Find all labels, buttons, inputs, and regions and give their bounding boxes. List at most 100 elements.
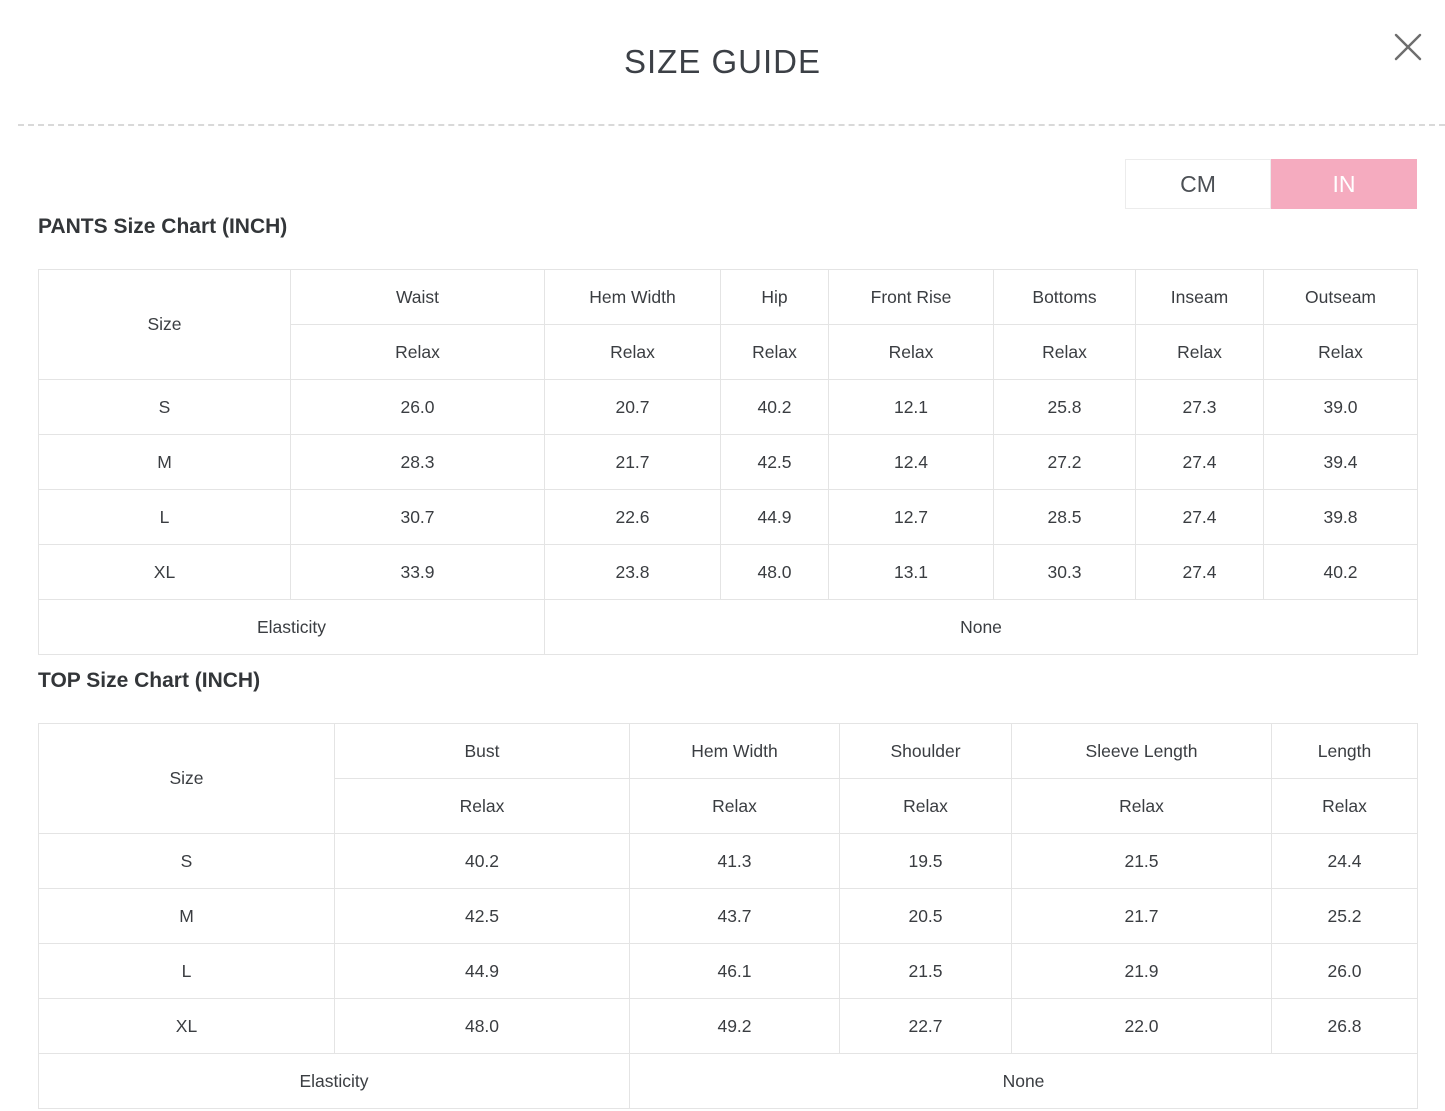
- close-icon: [1390, 29, 1426, 68]
- table-cell: 42.5: [334, 888, 630, 944]
- pants-fit-cell: Relax: [1135, 324, 1264, 380]
- unit-toggle-row: CM IN: [0, 159, 1445, 209]
- table-cell: 25.8: [993, 379, 1136, 435]
- size-label-cell: L: [38, 943, 335, 999]
- table-cell: 26.0: [290, 379, 545, 435]
- table-cell: 30.3: [993, 544, 1136, 600]
- table-cell: 22.0: [1011, 998, 1272, 1054]
- table-cell: 27.3: [1135, 379, 1264, 435]
- table-cell: 48.0: [720, 544, 829, 600]
- pants-fit-cell: Relax: [290, 324, 545, 380]
- table-cell: 33.9: [290, 544, 545, 600]
- elasticity-row: Elasticity None: [38, 599, 1418, 655]
- size-label-cell: XL: [38, 998, 335, 1054]
- table-cell: 41.3: [629, 833, 840, 889]
- modal-header: SIZE GUIDE: [0, 0, 1445, 124]
- table-row: M 42.5 43.7 20.5 21.7 25.2: [38, 888, 1418, 944]
- table-cell: 40.2: [334, 833, 630, 889]
- elasticity-value-cell: None: [629, 1053, 1418, 1109]
- table-cell: 24.4: [1271, 833, 1418, 889]
- table-cell: 49.2: [629, 998, 840, 1054]
- table-cell: 28.5: [993, 489, 1136, 545]
- unit-toggle: CM IN: [1125, 159, 1417, 209]
- table-row: XL 33.9 23.8 48.0 13.1 30.3 27.4 40.2: [38, 544, 1418, 600]
- size-label-cell: XL: [38, 544, 291, 600]
- top-fit-cell: Relax: [334, 778, 630, 834]
- table-row: XL 48.0 49.2 22.7 22.0 26.8: [38, 998, 1418, 1054]
- top-fit-cell: Relax: [839, 778, 1012, 834]
- size-label-cell: M: [38, 888, 335, 944]
- table-cell: 12.7: [828, 489, 994, 545]
- table-row: L 30.7 22.6 44.9 12.7 28.5 27.4 39.8: [38, 489, 1418, 545]
- table-cell: 23.8: [544, 544, 721, 600]
- table-cell: 43.7: [629, 888, 840, 944]
- pants-header-row: Size Waist Hem Width Hip Front Rise Bott…: [38, 269, 1418, 380]
- pants-column-header-hem-width: Hem Width: [544, 269, 721, 325]
- table-cell: 21.5: [839, 943, 1012, 999]
- elasticity-label-cell: Elasticity: [38, 1053, 630, 1109]
- table-cell: 27.4: [1135, 489, 1264, 545]
- pants-fit-cell: Relax: [993, 324, 1136, 380]
- pants-column-header-outseam: Outseam: [1263, 269, 1418, 325]
- top-column-header-shoulder: Shoulder: [839, 723, 1012, 779]
- table-cell: 13.1: [828, 544, 994, 600]
- table-row: S 26.0 20.7 40.2 12.1 25.8 27.3 39.0: [38, 379, 1418, 435]
- table-cell: 44.9: [720, 489, 829, 545]
- table-row: M 28.3 21.7 42.5 12.4 27.2 27.4 39.4: [38, 434, 1418, 490]
- pants-fit-cell: Relax: [1263, 324, 1418, 380]
- pants-size-table: Size Waist Hem Width Hip Front Rise Bott…: [38, 269, 1418, 655]
- table-cell: 39.0: [1263, 379, 1418, 435]
- table-cell: 48.0: [334, 998, 630, 1054]
- table-cell: 21.5: [1011, 833, 1272, 889]
- table-cell: 27.2: [993, 434, 1136, 490]
- table-cell: 20.7: [544, 379, 721, 435]
- table-cell: 27.4: [1135, 544, 1264, 600]
- pants-fit-row: Relax Relax Relax Relax Relax Relax Rela…: [39, 324, 1418, 380]
- size-label-cell: M: [38, 434, 291, 490]
- elasticity-label-cell: Elasticity: [38, 599, 545, 655]
- pants-fit-cell: Relax: [544, 324, 721, 380]
- table-row: L 44.9 46.1 21.5 21.9 26.0: [38, 943, 1418, 999]
- pants-fit-cell: Relax: [720, 324, 829, 380]
- table-cell: 46.1: [629, 943, 840, 999]
- header-divider: [18, 124, 1445, 126]
- pants-column-header-waist: Waist: [290, 269, 545, 325]
- pants-column-header-front-rise: Front Rise: [828, 269, 994, 325]
- table-cell: 25.2: [1271, 888, 1418, 944]
- top-fit-cell: Relax: [1271, 778, 1418, 834]
- table-cell: 30.7: [290, 489, 545, 545]
- pants-chart-heading: PANTS Size Chart (INCH): [38, 215, 288, 238]
- table-cell: 26.0: [1271, 943, 1418, 999]
- table-cell: 44.9: [334, 943, 630, 999]
- table-cell: 20.5: [839, 888, 1012, 944]
- size-label-cell: S: [38, 833, 335, 889]
- pants-column-header-bottoms: Bottoms: [993, 269, 1136, 325]
- unit-toggle-in[interactable]: IN: [1271, 159, 1417, 209]
- table-cell: 40.2: [720, 379, 829, 435]
- top-header-row: Size Bust Hem Width Shoulder Sleeve Leng…: [38, 723, 1418, 834]
- top-fit-cell: Relax: [1011, 778, 1272, 834]
- unit-toggle-cm[interactable]: CM: [1125, 159, 1271, 209]
- size-label-cell: L: [38, 489, 291, 545]
- top-chart-heading: TOP Size Chart (INCH): [38, 669, 261, 692]
- table-cell: 12.1: [828, 379, 994, 435]
- table-cell: 39.8: [1263, 489, 1418, 545]
- table-cell: 21.9: [1011, 943, 1272, 999]
- table-cell: 21.7: [544, 434, 721, 490]
- pants-fit-cell: Relax: [828, 324, 994, 380]
- table-cell: 26.8: [1271, 998, 1418, 1054]
- table-cell: 22.6: [544, 489, 721, 545]
- close-button[interactable]: [1386, 26, 1430, 70]
- table-cell: 22.7: [839, 998, 1012, 1054]
- modal-title: SIZE GUIDE: [623, 43, 822, 80]
- top-size-table: Size Bust Hem Width Shoulder Sleeve Leng…: [38, 723, 1418, 1109]
- pants-size-header-cell: Size: [38, 269, 291, 380]
- table-cell: 40.2: [1263, 544, 1418, 600]
- table-cell: 21.7: [1011, 888, 1272, 944]
- top-column-header-length: Length: [1271, 723, 1418, 779]
- top-size-header-cell: Size: [38, 723, 335, 834]
- elasticity-row: Elasticity None: [38, 1053, 1418, 1109]
- top-column-header-hem-width: Hem Width: [629, 723, 840, 779]
- elasticity-value-cell: None: [544, 599, 1418, 655]
